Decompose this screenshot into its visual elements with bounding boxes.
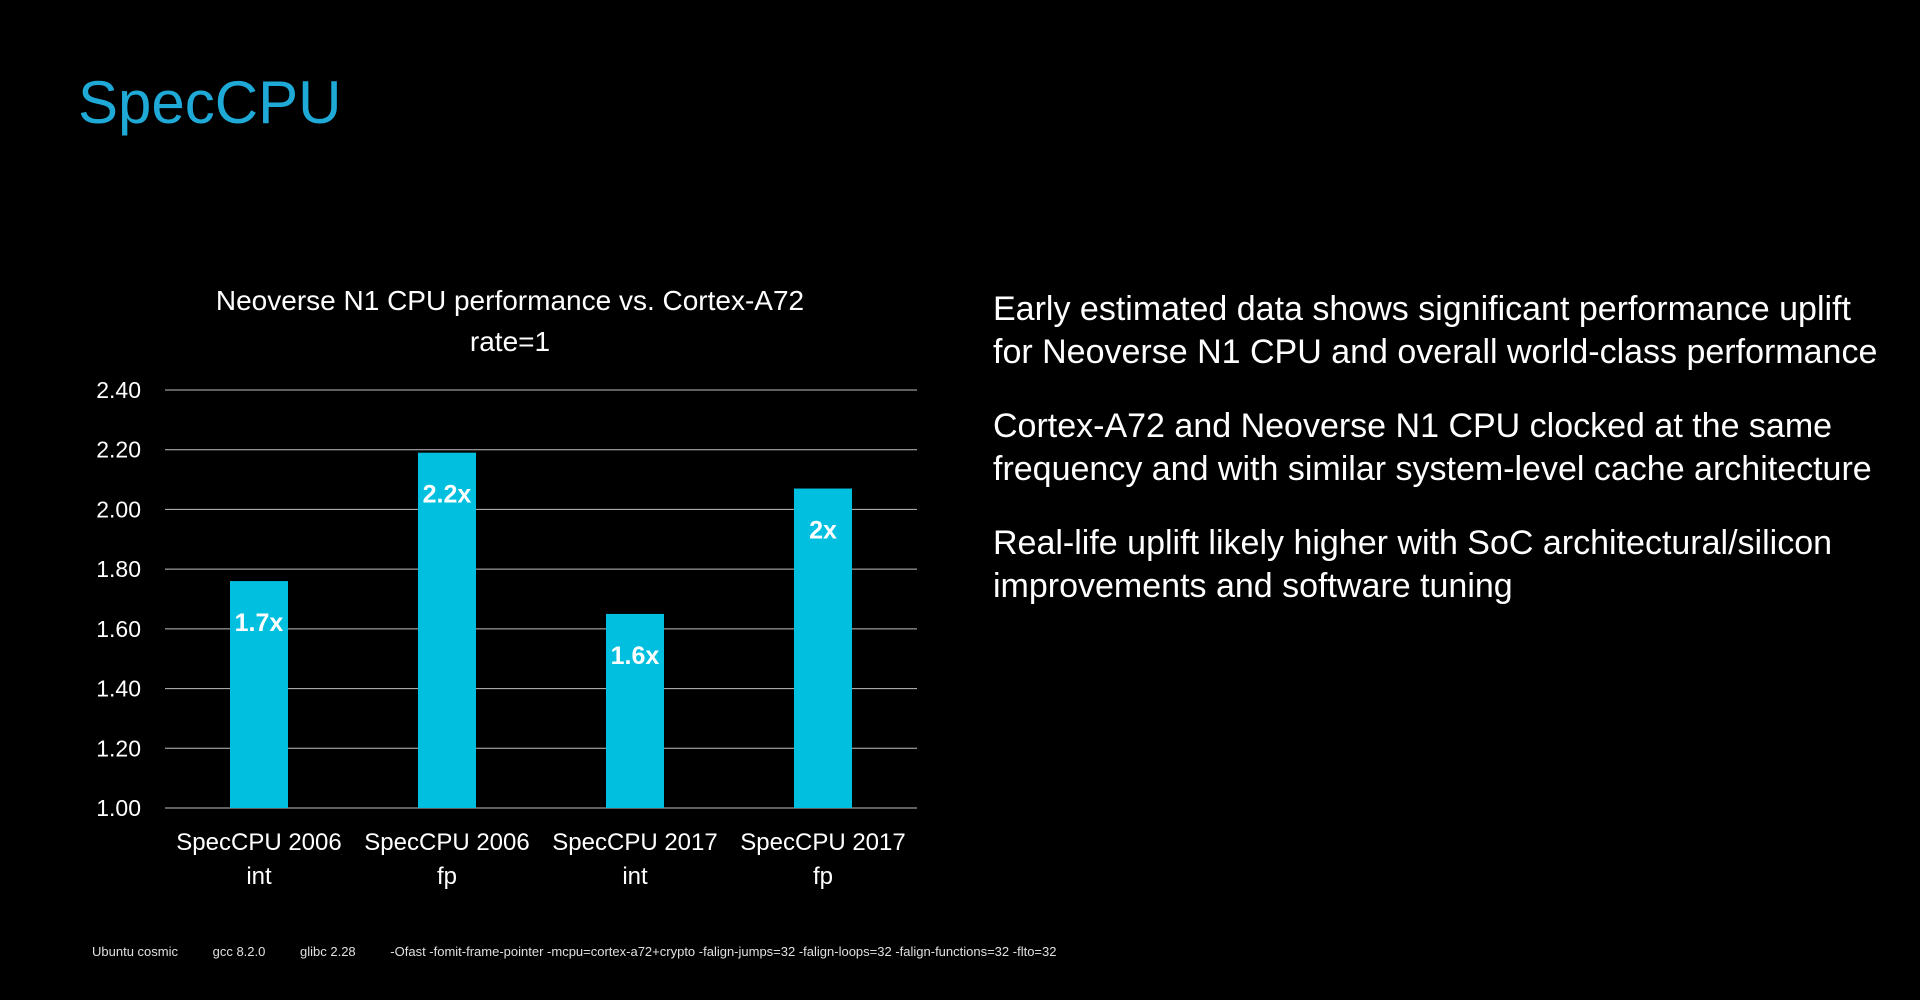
x-tick-label: int — [622, 863, 648, 890]
chart-area: Neoverse N1 CPU performance vs. Cortex-A… — [60, 270, 940, 910]
footnote-compiler: gcc 8.2.0 — [212, 944, 266, 959]
y-tick-label: 1.00 — [96, 795, 141, 821]
footnote-libc: glibc 2.28 — [300, 944, 356, 959]
bar — [230, 581, 288, 808]
x-tick-label: int — [246, 863, 272, 890]
bar — [418, 452, 476, 808]
footnote: Ubuntu cosmic gcc 8.2.0 glibc 2.28 -Ofas… — [92, 944, 1087, 959]
chart-title-block: Neoverse N1 CPU performance vs. Cortex-A… — [60, 280, 960, 362]
x-tick-label: SpecCPU 2017 — [552, 829, 717, 856]
bar-chart: 1.00 1.20 1.40 1.60 1.80 2.00 2.20 2.40 1.7x Spec… — [96, 377, 917, 890]
footnote-os: Ubuntu cosmic — [92, 944, 178, 959]
x-tick-label: fp — [437, 863, 457, 890]
bullet-item: Early estimated data shows significant p… — [993, 290, 1878, 371]
y-tick-label: 1.40 — [96, 676, 141, 702]
data-label: 2.2x — [423, 481, 472, 509]
data-label: 2x — [809, 517, 837, 545]
bullet-item: Real-life uplift likely higher with SoC … — [993, 524, 1833, 605]
y-tick-label: 1.20 — [96, 735, 141, 761]
data-label: 1.7x — [235, 609, 284, 637]
x-tick-label: SpecCPU 2017 — [740, 829, 905, 856]
chart-subtitle: rate=1 — [469, 326, 551, 357]
y-tick-label: 2.20 — [96, 437, 141, 463]
y-tick-label: 1.80 — [96, 556, 141, 582]
bullet-list: Early estimated data shows significant p… — [993, 288, 1893, 639]
y-tick-label: 2.40 — [96, 377, 141, 403]
x-tick-label: SpecCPU 2006 — [176, 829, 341, 856]
y-tick-label: 1.60 — [96, 616, 141, 642]
bullet-item: Cortex-A72 and Neoverse N1 CPU clocked a… — [993, 407, 1872, 488]
y-tick-label: 2.00 — [96, 496, 141, 522]
x-tick-label: fp — [813, 863, 833, 890]
chart-title: Neoverse N1 CPU performance vs. Cortex-A… — [215, 285, 805, 316]
x-tick-label: SpecCPU 2006 — [364, 829, 529, 856]
slide-title: SpecCPU — [78, 69, 342, 136]
bar — [794, 488, 852, 808]
data-label: 1.6x — [611, 642, 660, 670]
bar — [606, 613, 664, 808]
footnote-flags: -Ofast -fomit-frame-pointer -mcpu=cortex… — [390, 944, 1057, 959]
